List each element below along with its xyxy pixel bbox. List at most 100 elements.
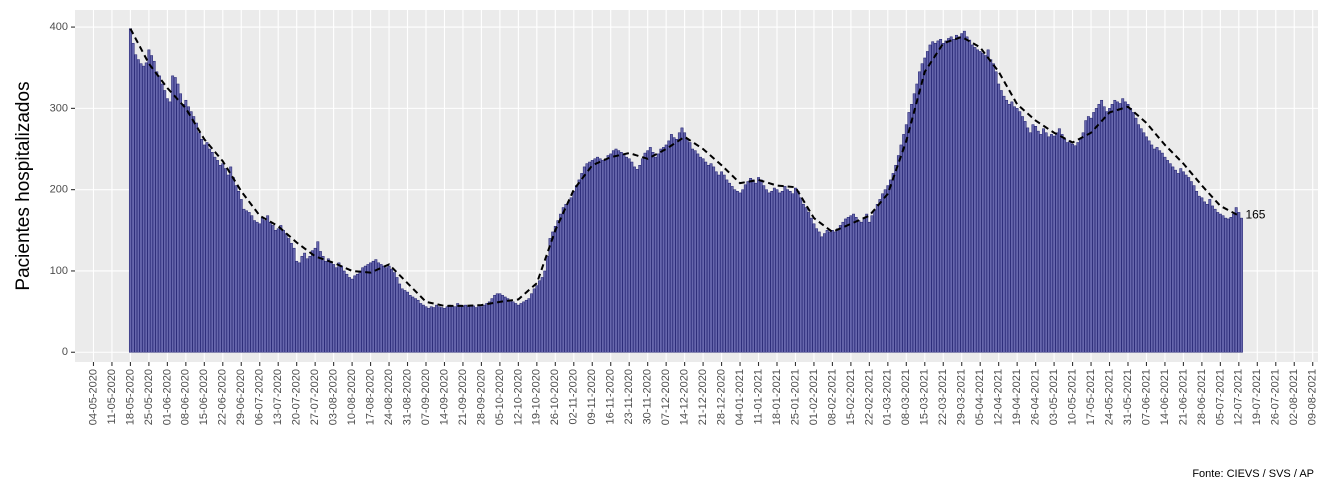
x-tick-label: 21-12-2020 bbox=[697, 369, 709, 425]
bar bbox=[1094, 108, 1098, 353]
bar bbox=[366, 264, 370, 353]
bar bbox=[440, 307, 444, 353]
bar bbox=[189, 111, 193, 353]
x-tick-label: 13-07-2020 bbox=[272, 369, 284, 425]
bar bbox=[1020, 116, 1024, 353]
bar bbox=[949, 36, 953, 353]
bar bbox=[437, 306, 441, 353]
bar bbox=[1145, 136, 1148, 353]
bar bbox=[1123, 101, 1127, 353]
bar bbox=[989, 59, 993, 353]
bar bbox=[812, 223, 816, 353]
bar bbox=[1121, 98, 1125, 353]
bar bbox=[1065, 142, 1069, 353]
bar bbox=[1218, 213, 1222, 353]
bar bbox=[1100, 99, 1104, 353]
bar bbox=[696, 153, 700, 353]
bar bbox=[1108, 108, 1111, 353]
bar bbox=[786, 189, 789, 353]
bar bbox=[630, 161, 634, 353]
bar bbox=[675, 139, 679, 353]
bar bbox=[184, 99, 188, 353]
x-tick-label: 12-07-2021 bbox=[1233, 369, 1245, 425]
bar bbox=[253, 220, 256, 353]
bar bbox=[419, 303, 423, 353]
bar bbox=[823, 233, 826, 353]
bar bbox=[247, 212, 251, 353]
x-tick-label: 07-09-2020 bbox=[420, 369, 432, 425]
bar bbox=[907, 112, 911, 353]
bar bbox=[155, 71, 159, 353]
bar bbox=[833, 231, 837, 353]
x-tick-label: 22-02-2021 bbox=[863, 369, 875, 425]
x-tick-label: 03-08-2020 bbox=[328, 369, 340, 425]
bar bbox=[284, 233, 288, 353]
bar bbox=[374, 259, 378, 353]
bar bbox=[553, 225, 557, 353]
bar bbox=[223, 168, 227, 353]
bar bbox=[136, 59, 140, 353]
x-tick-label: 14-06-2021 bbox=[1159, 369, 1171, 425]
x-tick-label: 29-03-2021 bbox=[956, 369, 968, 425]
bar bbox=[596, 156, 599, 353]
bar bbox=[854, 217, 858, 353]
bar bbox=[1031, 124, 1035, 353]
bar bbox=[1131, 112, 1135, 353]
bar bbox=[836, 228, 840, 353]
bar bbox=[1071, 143, 1075, 353]
x-tick-label: 21-06-2021 bbox=[1177, 369, 1189, 425]
bar bbox=[543, 270, 547, 353]
bar bbox=[1203, 201, 1206, 353]
bar bbox=[862, 217, 866, 353]
bar bbox=[213, 156, 217, 353]
bar bbox=[764, 189, 768, 353]
bar bbox=[685, 139, 689, 353]
bar bbox=[846, 217, 850, 353]
bar bbox=[384, 267, 388, 353]
bar bbox=[699, 156, 702, 353]
bar bbox=[181, 104, 185, 353]
bar bbox=[197, 132, 201, 353]
x-tick-label: 04-05-2020 bbox=[87, 369, 99, 425]
bar bbox=[754, 182, 758, 353]
bar bbox=[1057, 128, 1061, 353]
bar bbox=[263, 220, 267, 353]
bar bbox=[316, 241, 320, 353]
bar bbox=[978, 51, 982, 353]
x-tick-label: 04-01-2021 bbox=[734, 369, 746, 425]
bar bbox=[1166, 160, 1170, 353]
bar bbox=[815, 228, 819, 353]
bar bbox=[962, 30, 966, 353]
x-tick-label: 31-05-2021 bbox=[1122, 369, 1134, 425]
bar bbox=[820, 236, 824, 353]
bar bbox=[1044, 132, 1048, 353]
bar bbox=[759, 179, 763, 353]
bar bbox=[775, 189, 779, 353]
bar bbox=[501, 295, 504, 353]
bar bbox=[1234, 207, 1238, 353]
bar bbox=[1028, 132, 1032, 353]
bar bbox=[363, 265, 367, 353]
bar bbox=[435, 304, 438, 353]
trend-line bbox=[129, 28, 1240, 307]
bar bbox=[469, 304, 473, 353]
bar bbox=[1221, 215, 1225, 353]
bar bbox=[245, 210, 248, 353]
x-tick-label: 11-01-2021 bbox=[752, 369, 764, 424]
bar bbox=[677, 132, 681, 353]
bar bbox=[361, 267, 365, 353]
bar bbox=[807, 212, 811, 353]
bar bbox=[799, 197, 803, 353]
x-tick-label: 10-08-2020 bbox=[346, 369, 358, 425]
bar bbox=[234, 185, 238, 353]
bar bbox=[910, 104, 914, 353]
bar bbox=[1055, 132, 1059, 353]
x-tick-label: 09-11-2020 bbox=[586, 369, 598, 424]
bar bbox=[730, 186, 734, 353]
bar bbox=[221, 163, 225, 353]
bar bbox=[369, 262, 373, 353]
bar bbox=[743, 184, 747, 353]
bar bbox=[342, 270, 346, 353]
bar bbox=[142, 65, 146, 353]
